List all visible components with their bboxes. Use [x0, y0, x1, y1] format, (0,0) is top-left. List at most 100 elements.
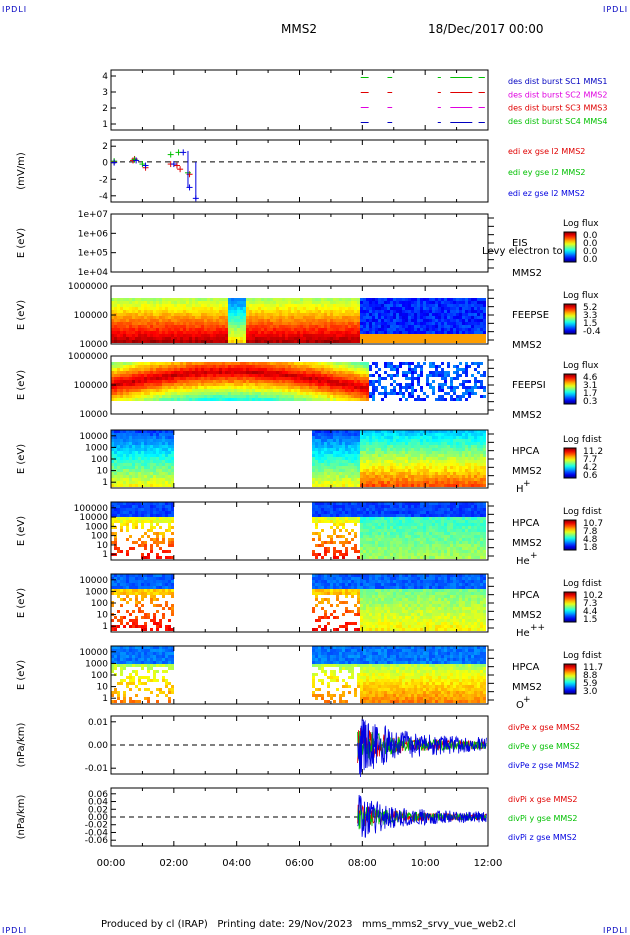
spectrogram-cell	[363, 445, 366, 448]
spectrogram-cell	[345, 310, 348, 313]
spectrogram-cell	[204, 365, 207, 368]
spectrogram-cell	[366, 307, 369, 310]
spectrogram-cell	[150, 310, 153, 313]
spectrogram-cell	[120, 460, 123, 463]
spectrogram-cell	[153, 398, 156, 401]
spectrogram-cell	[312, 322, 315, 325]
spectrogram-cell	[456, 313, 459, 316]
spectrogram-cell	[387, 301, 390, 304]
spectrogram-cell	[354, 371, 357, 374]
spectrogram-cell	[312, 460, 315, 463]
spectrogram-cell	[237, 307, 240, 310]
spectrogram-cell	[474, 331, 477, 334]
spectrogram-cell	[264, 386, 267, 389]
spectrogram-cell	[366, 439, 369, 442]
spectrogram-cell	[384, 436, 387, 439]
spectrogram-cell	[399, 448, 402, 451]
spectrogram-cell	[420, 457, 423, 460]
spectrogram-cell	[195, 313, 198, 316]
spectrogram-cell	[132, 469, 135, 472]
spectrogram-cell	[474, 325, 477, 328]
spectrogram-cell	[192, 298, 195, 301]
spectrogram-cell	[477, 386, 480, 389]
spectrogram-cell	[195, 377, 198, 380]
spectrogram-cell	[417, 395, 420, 398]
spectrogram-cell	[336, 445, 339, 448]
spectrogram-cell	[342, 466, 345, 469]
spectrogram-cell	[444, 316, 447, 319]
spectrogram-cell	[222, 368, 225, 371]
spectrogram-cell	[288, 310, 291, 313]
spectrogram-cell	[117, 334, 120, 337]
spectrogram-cell	[264, 340, 267, 343]
spectrogram-cell	[354, 454, 357, 457]
spectrogram-cell	[318, 433, 321, 436]
spectrogram-cell	[183, 298, 186, 301]
spectrogram-cell	[318, 454, 321, 457]
spectrogram-cell	[252, 316, 255, 319]
spectrogram-cell	[396, 301, 399, 304]
spectrogram-cell	[120, 368, 123, 371]
spectrogram-cell	[408, 457, 411, 460]
spectrogram-cell	[222, 304, 225, 307]
spectrogram-cell	[291, 325, 294, 328]
spectrogram-cell	[162, 478, 165, 481]
spectrogram-cell	[480, 316, 483, 319]
spectrogram-cell	[432, 328, 435, 331]
spectrogram-cell	[360, 377, 363, 380]
spectrogram-cell	[210, 398, 213, 401]
spectrogram-cell	[177, 313, 180, 316]
spectrogram-cell	[249, 304, 252, 307]
spectrogram-cell	[474, 368, 477, 371]
spectrogram-cell	[153, 310, 156, 313]
spectrogram-cell	[330, 337, 333, 340]
spectrogram-cell	[414, 478, 417, 481]
spectrogram-cell	[174, 331, 177, 334]
spectrogram-cell	[348, 371, 351, 374]
spectrogram-cell	[168, 457, 171, 460]
spectrogram-cell	[288, 371, 291, 374]
spectrogram-cell	[324, 466, 327, 469]
spectrogram-cell	[318, 398, 321, 401]
spectrogram-cell	[339, 469, 342, 472]
spectrogram-cell	[213, 365, 216, 368]
spectrogram-cell	[258, 316, 261, 319]
spectrogram-cell	[345, 398, 348, 401]
spectrogram-cell	[435, 478, 438, 481]
spectrogram-cell	[273, 392, 276, 395]
spectrogram-cell	[123, 445, 126, 448]
spectrogram-cell	[231, 316, 234, 319]
spectrogram-cell	[375, 298, 378, 301]
spectrogram-cell	[252, 331, 255, 334]
spectrogram-cell	[216, 380, 219, 383]
spectrogram-cell	[471, 386, 474, 389]
spectrogram-cell	[261, 374, 264, 377]
spectrogram-cell	[360, 322, 363, 325]
spectrogram-cell	[276, 322, 279, 325]
spectrogram-cell	[255, 377, 258, 380]
spectrogram-cell	[132, 398, 135, 401]
spectrogram-cell	[252, 322, 255, 325]
spectrogram-cell	[471, 463, 474, 466]
spectrogram-cell	[135, 472, 138, 475]
spectrogram-cell	[255, 319, 258, 322]
spectrogram-cell	[165, 454, 168, 457]
spectrogram-cell	[249, 386, 252, 389]
spectrogram-cell	[123, 454, 126, 457]
spectrogram-cell	[201, 301, 204, 304]
spectrogram-cell	[174, 325, 177, 328]
spectrogram-cell	[345, 457, 348, 460]
spectrogram-cell	[387, 445, 390, 448]
spectrogram-cell	[210, 368, 213, 371]
spectrogram-cell	[279, 316, 282, 319]
spectrogram-cell	[132, 466, 135, 469]
spectrogram-cell	[288, 392, 291, 395]
spectrogram-cell	[372, 481, 375, 484]
spectrogram-cell	[327, 371, 330, 374]
spectrogram-cell	[378, 439, 381, 442]
spectrogram-cell	[171, 313, 174, 316]
spectrogram-cell	[228, 371, 231, 374]
spectrogram-cell	[330, 325, 333, 328]
spectrogram-cell	[360, 316, 363, 319]
spectrogram-cell	[138, 362, 141, 365]
